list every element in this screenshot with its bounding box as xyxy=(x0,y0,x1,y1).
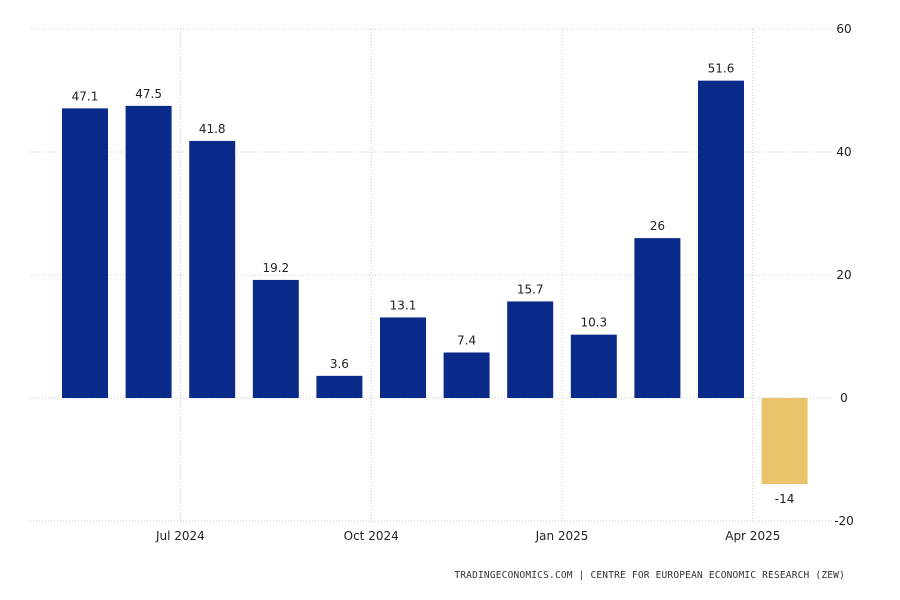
bar-oct-2024 xyxy=(380,317,426,398)
bar-sep-2024 xyxy=(316,375,363,398)
y-tick-label: 60 xyxy=(836,22,851,36)
y-tick-label: 20 xyxy=(836,268,851,282)
y-tick-label: 0 xyxy=(840,391,848,405)
bar-value-label: -14 xyxy=(775,492,795,506)
bar-may-2024 xyxy=(62,108,108,399)
bar-nov-2024 xyxy=(443,352,490,398)
bar-jun-2024 xyxy=(125,105,172,398)
x-tick-label: Jan 2025 xyxy=(535,529,589,543)
bar-value-label: 19.2 xyxy=(262,261,289,275)
bar-jul-2024 xyxy=(189,140,236,398)
bar-value-label: 10.3 xyxy=(580,316,607,330)
bar-jan-2025 xyxy=(570,334,617,398)
bar-mar-2025 xyxy=(698,80,744,398)
bar-value-label: 47.5 xyxy=(135,87,162,101)
source-attribution: TRADINGECONOMICS.COM | CENTRE FOR EUROPE… xyxy=(454,570,845,581)
bar-value-label: 47.1 xyxy=(72,89,99,103)
x-tick-label: Jul 2024 xyxy=(155,529,205,543)
bar-value-label: 7.4 xyxy=(457,333,476,347)
grid-lines xyxy=(30,28,832,522)
bar-feb-2025 xyxy=(634,238,681,398)
bar-aug-2024 xyxy=(252,279,299,398)
bars xyxy=(62,80,808,485)
bar-apr-2025 xyxy=(761,398,808,485)
bar-dec-2024 xyxy=(507,301,554,398)
x-tick-label: Oct 2024 xyxy=(344,529,399,543)
bar-value-label: 15.7 xyxy=(517,282,544,296)
axis-labels: 60 40 20 0 -20 Jul 2024 Oct 2024 Jan 2025 Apr 20… xyxy=(155,22,854,543)
bar-value-label: 3.6 xyxy=(330,357,349,371)
y-tick-label: 40 xyxy=(836,145,851,159)
bar-value-label: 51.6 xyxy=(708,62,735,76)
x-tick-label: Apr 2025 xyxy=(725,529,780,543)
bar-value-label: 13.1 xyxy=(390,298,417,312)
data-labels: 47.1 47.5 41.8 19.2 3.6 13.1 7.4 15.7 10.3 26 51.6… xyxy=(72,62,795,506)
y-tick-label: -20 xyxy=(834,514,854,528)
bar-value-label: 41.8 xyxy=(199,122,226,136)
bar-value-label: 26 xyxy=(650,219,665,233)
